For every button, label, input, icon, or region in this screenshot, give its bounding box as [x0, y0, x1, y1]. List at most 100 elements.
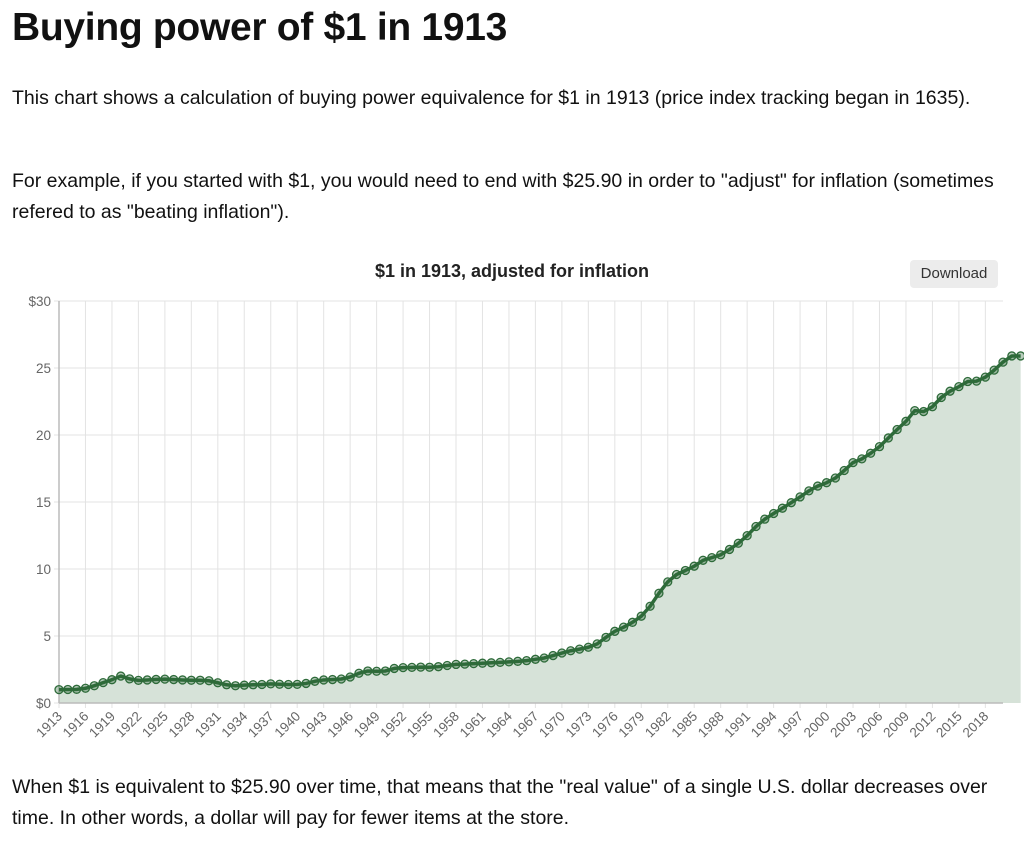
data-point [663, 577, 673, 587]
x-tick-label: 1928 [166, 709, 198, 741]
data-point [257, 679, 267, 690]
data-point [336, 674, 346, 684]
x-tick-label: 1952 [377, 709, 409, 741]
data-point [857, 454, 867, 464]
data-point [407, 662, 417, 673]
download-button[interactable]: Download [910, 260, 998, 288]
y-tick-label: 15 [36, 495, 51, 510]
x-tick-label: 1934 [219, 708, 251, 740]
data-point [230, 681, 241, 691]
data-point [221, 680, 232, 690]
data-point [416, 662, 426, 672]
data-point [1007, 351, 1017, 361]
x-tick-label: 1925 [139, 709, 171, 741]
data-point [910, 405, 920, 416]
x-tick-label: 2006 [854, 709, 886, 741]
data-point [460, 659, 470, 669]
y-tick-label: 25 [36, 361, 51, 376]
data-point [707, 552, 717, 563]
data-point [327, 674, 338, 685]
data-point [160, 674, 170, 684]
data-point [716, 550, 726, 560]
x-tick-label: 1997 [774, 709, 806, 741]
data-point [1015, 351, 1024, 361]
data-point [927, 402, 938, 412]
data-point [786, 498, 796, 508]
data-point [671, 569, 682, 580]
data-point [963, 376, 973, 387]
data-point [71, 684, 82, 694]
data-point [627, 617, 638, 627]
data-point [424, 662, 435, 672]
data-point [495, 657, 505, 668]
data-point [830, 473, 841, 483]
x-tick-label: 1976 [589, 709, 621, 741]
data-point [274, 679, 285, 689]
data-point [477, 658, 488, 668]
data-point [813, 481, 823, 491]
data-point [936, 392, 946, 403]
data-point [989, 365, 999, 375]
data-point [971, 376, 982, 386]
data-point [151, 674, 161, 685]
data-point [945, 386, 955, 396]
data-point [319, 675, 329, 685]
data-point [777, 503, 788, 513]
data-point [116, 671, 126, 681]
data-point [398, 662, 408, 673]
data-point [389, 663, 399, 674]
data-point [248, 680, 258, 690]
data-point [186, 675, 196, 685]
explanation-paragraph: When $1 is equivalent to $25.90 over tim… [12, 776, 988, 829]
data-point [301, 678, 311, 689]
x-tick-label: 1919 [86, 709, 118, 741]
x-tick-label: 1931 [192, 709, 224, 741]
data-point [504, 657, 514, 667]
x-tick-label: 1946 [324, 709, 356, 741]
x-tick-label: 1922 [113, 709, 145, 741]
data-point [601, 632, 611, 642]
x-tick-label: 2003 [827, 709, 859, 741]
x-tick-label: 1991 [721, 709, 753, 741]
data-point [195, 675, 205, 685]
x-tick-label: 1985 [668, 709, 700, 741]
data-point [874, 442, 885, 452]
y-tick-label: $30 [28, 294, 51, 309]
data-point [583, 642, 593, 652]
data-point [539, 653, 549, 663]
x-tick-label: 1964 [483, 708, 515, 740]
data-point [98, 677, 108, 688]
data-point [177, 675, 188, 685]
x-tick-label: 1988 [695, 709, 727, 741]
data-point [680, 565, 691, 576]
x-tick-label: 1949 [351, 709, 383, 741]
x-tick-label: 1916 [60, 709, 92, 741]
x-tick-label: 2009 [880, 709, 912, 741]
data-point [89, 681, 99, 691]
data-point [354, 668, 364, 678]
x-tick-label: 2000 [801, 709, 833, 741]
page-title: Buying power of $1 in 1913 [12, 6, 507, 49]
data-point [548, 650, 558, 661]
data-point [513, 656, 523, 666]
data-point [239, 680, 249, 690]
example-paragraph: For example, if you started with $1, you… [12, 170, 994, 223]
data-point [433, 662, 444, 672]
chart-title: $1 in 1913, adjusted for inflation [374, 261, 650, 281]
data-point [521, 656, 532, 666]
data-point [124, 674, 135, 684]
x-tick-label: 1970 [536, 709, 568, 741]
data-point [980, 372, 991, 382]
data-point [751, 521, 761, 532]
data-point [954, 381, 964, 392]
data-point [698, 555, 708, 565]
data-point [80, 683, 91, 693]
x-tick-label: 1943 [298, 709, 330, 741]
data-point [742, 530, 752, 541]
data-point [760, 514, 770, 524]
data-point [768, 508, 779, 519]
data-point [107, 675, 117, 685]
x-tick-label: 1982 [642, 709, 674, 741]
data-point [169, 674, 179, 685]
data-point [363, 666, 373, 676]
